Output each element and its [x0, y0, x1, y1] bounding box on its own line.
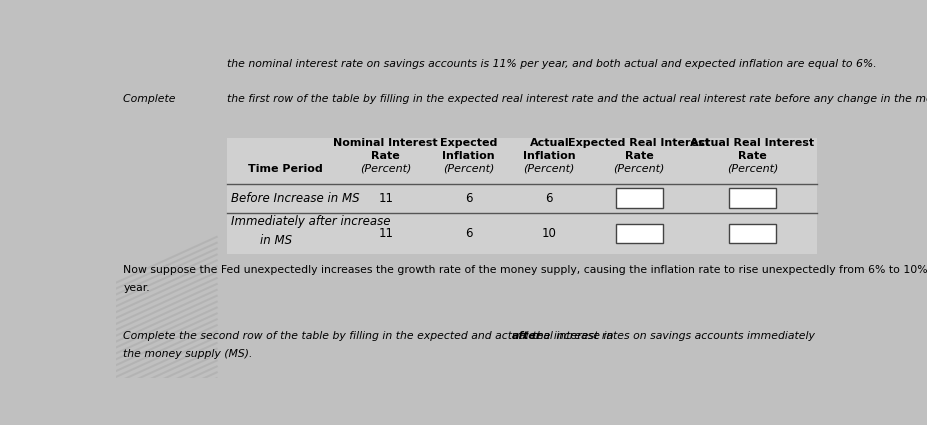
Text: Inflation: Inflation [523, 151, 575, 161]
Text: Actual Real Interest: Actual Real Interest [690, 138, 814, 147]
Text: 6: 6 [464, 192, 472, 205]
Text: year.: year. [123, 283, 149, 293]
Text: Rate: Rate [737, 151, 766, 161]
Text: Complete: Complete [123, 94, 179, 104]
Text: Immediately after increase: Immediately after increase [231, 215, 390, 227]
Text: Actual: Actual [529, 138, 568, 147]
Text: 6: 6 [545, 192, 552, 205]
Text: Before Increase in MS: Before Increase in MS [231, 192, 360, 205]
Text: the money supply (MS).: the money supply (MS). [123, 349, 252, 359]
Text: Nominal Interest: Nominal Interest [333, 138, 438, 147]
Text: (Percent): (Percent) [442, 164, 493, 174]
Text: 11: 11 [378, 192, 393, 205]
Bar [729, 224, 775, 243]
Text: (Percent): (Percent) [360, 164, 411, 174]
Text: (Percent): (Percent) [726, 164, 778, 174]
Bar [616, 188, 662, 208]
Text: Expected Real Interest: Expected Real Interest [567, 138, 709, 147]
Text: the nominal interest rate on savings accounts is 11% per year, and both actual a: the nominal interest rate on savings acc… [227, 59, 876, 69]
Text: Rate: Rate [624, 151, 653, 161]
Text: 11: 11 [378, 227, 393, 240]
Text: in MS: in MS [260, 234, 292, 247]
Text: Time Period: Time Period [248, 164, 322, 174]
Text: the first row of the table by filling in the expected real interest rate and the: the first row of the table by filling in… [227, 94, 927, 104]
Text: Now suppose the Fed unexpectedly increases the growth rate of the money supply, : Now suppose the Fed unexpectedly increas… [123, 265, 927, 275]
Text: (Percent): (Percent) [523, 164, 575, 174]
Text: the increase in: the increase in [528, 331, 613, 341]
Text: (Percent): (Percent) [613, 164, 664, 174]
Bar [729, 188, 775, 208]
Text: Rate: Rate [371, 151, 400, 161]
Bar [616, 224, 662, 243]
Text: Complete the second row of the table by filling in the expected and actual real : Complete the second row of the table by … [123, 331, 818, 341]
Bar [227, 138, 817, 254]
Text: Expected: Expected [439, 138, 497, 147]
Text: 6: 6 [464, 227, 472, 240]
Text: 10: 10 [541, 227, 556, 240]
Text: Inflation: Inflation [441, 151, 494, 161]
Text: after: after [511, 331, 541, 341]
